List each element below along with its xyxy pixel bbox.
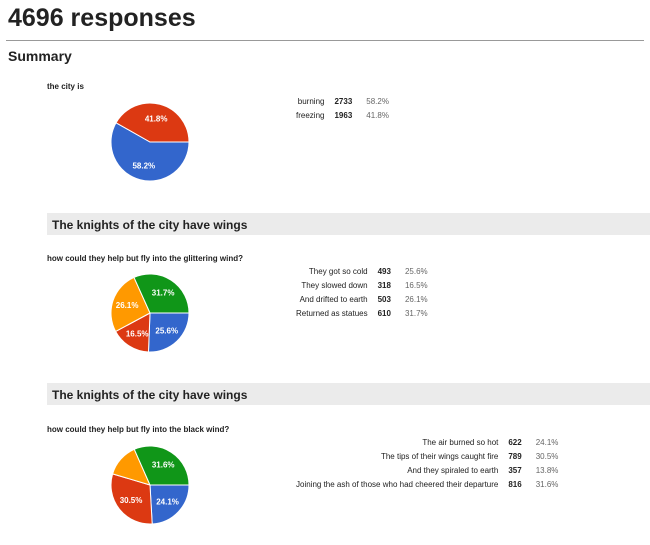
response-count: 357	[508, 466, 522, 475]
response-label: And they spiraled to earth	[407, 466, 499, 475]
pie-slice	[133, 273, 190, 314]
response-label: The air burned so hot	[422, 438, 499, 447]
response-percent: 31.6%	[535, 480, 559, 489]
response-row: The tips of their wings caught fire 789 30…	[296, 450, 558, 464]
response-percent: 26.1%	[404, 295, 428, 304]
response-label: The tips of their wings caught fire	[380, 452, 499, 461]
pie-chart: 58.2% 41.8%	[110, 102, 190, 182]
response-label: They slowed down	[301, 281, 368, 290]
pie-slice	[133, 445, 190, 486]
pie-slice-label: 41.8%	[145, 115, 168, 124]
response-row: And they spiraled to earth 357 13.8%	[296, 464, 558, 478]
response-label: And drifted to earth	[299, 295, 368, 304]
section-header: The knights of the city have wings	[47, 213, 650, 235]
response-count: 789	[508, 452, 522, 461]
response-table: The air burned so hot 622 24.1% The tips of…	[296, 436, 558, 492]
pie-slice-label: 24.1%	[156, 498, 179, 507]
pie-slice	[110, 276, 151, 333]
section-title: The knights of the city have wings	[52, 218, 248, 232]
response-row: Joining the ash of those who had cheered…	[296, 478, 558, 492]
response-count: 1963	[334, 111, 353, 120]
response-percent: 13.8%	[535, 466, 559, 475]
response-table: burning 2733 58.2% freezing 1963 41.8%	[296, 95, 389, 123]
response-percent: 24.1%	[535, 438, 559, 447]
pie-slice	[110, 122, 190, 182]
question-title: the city is	[47, 82, 84, 91]
response-label: burning	[297, 97, 325, 106]
response-count: 622	[508, 438, 522, 447]
pie-slice	[110, 473, 153, 525]
pie-slice-label: 25.6%	[155, 326, 178, 335]
response-label: They got so cold	[308, 267, 368, 276]
response-row: They got so cold 493 25.6%	[296, 265, 428, 279]
response-count: 493	[377, 267, 391, 276]
response-label: Returned as statues	[296, 309, 368, 318]
response-percent: 25.6%	[404, 267, 428, 276]
response-count: 610	[377, 309, 391, 318]
response-table: They got so cold 493 25.6% They slowed down…	[296, 265, 428, 321]
response-count: 318	[377, 281, 391, 290]
pie-slice-label: 58.2%	[132, 161, 155, 170]
response-row: Returned as statues 610 31.7%	[296, 307, 428, 321]
pie-slice-label: 30.5%	[120, 496, 143, 505]
response-percent: 31.7%	[404, 309, 428, 318]
pie-chart: 24.1% 30.5% 31.6%	[110, 445, 190, 525]
page-title: 4696 responses	[8, 4, 196, 32]
response-label: freezing	[296, 111, 325, 120]
title-divider	[6, 40, 644, 41]
question-title: how could they help but fly into the bla…	[47, 425, 230, 434]
pie-slice-label: 31.6%	[152, 461, 175, 470]
response-row: freezing 1963 41.8%	[296, 109, 389, 123]
pie-chart: 25.6% 16.5% 26.1% 31.7%	[110, 273, 190, 353]
response-row: The air burned so hot 622 24.1%	[296, 436, 558, 450]
summary-heading: Summary	[8, 48, 72, 64]
question-title: how could they help but fly into the gli…	[47, 254, 243, 263]
response-label: Joining the ash of those who had cheered…	[296, 480, 499, 489]
response-row: burning 2733 58.2%	[296, 95, 389, 109]
response-count: 503	[377, 295, 391, 304]
pie-slice-label: 16.5%	[126, 330, 149, 339]
pie-slice	[149, 484, 190, 525]
pie-slice	[147, 312, 190, 353]
response-percent: 41.8%	[366, 111, 389, 120]
pie-slice-label: 31.7%	[152, 289, 175, 298]
pie-slice	[115, 102, 190, 143]
response-percent: 30.5%	[535, 452, 559, 461]
response-row: They slowed down 318 16.5%	[296, 279, 428, 293]
response-count: 816	[508, 480, 522, 489]
response-row: And drifted to earth 503 26.1%	[296, 293, 428, 307]
response-percent: 58.2%	[366, 97, 389, 106]
response-count: 2733	[334, 97, 353, 106]
section-title: The knights of the city have wings	[52, 388, 248, 402]
section-header: The knights of the city have wings	[47, 383, 650, 405]
pie-slice-label: 26.1%	[116, 301, 139, 310]
response-percent: 16.5%	[404, 281, 428, 290]
